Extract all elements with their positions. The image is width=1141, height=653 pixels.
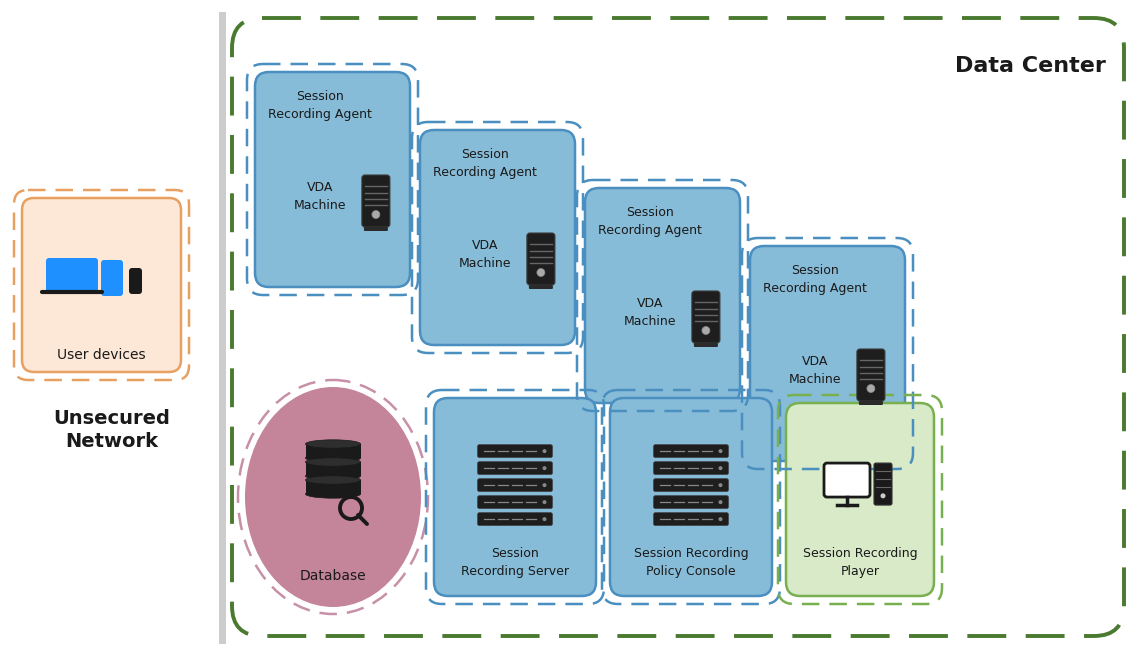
Circle shape bbox=[542, 483, 547, 487]
FancyBboxPatch shape bbox=[364, 227, 388, 231]
Text: Session
Recording Agent: Session Recording Agent bbox=[268, 90, 372, 121]
Ellipse shape bbox=[306, 454, 361, 462]
Text: Session
Recording Server: Session Recording Server bbox=[461, 547, 569, 578]
FancyBboxPatch shape bbox=[46, 258, 98, 292]
FancyBboxPatch shape bbox=[420, 130, 575, 345]
Bar bbox=[306, 480, 361, 494]
FancyBboxPatch shape bbox=[691, 291, 720, 343]
FancyBboxPatch shape bbox=[750, 246, 905, 461]
Circle shape bbox=[719, 466, 722, 470]
Text: Data Center: Data Center bbox=[955, 56, 1106, 76]
Ellipse shape bbox=[306, 440, 361, 448]
FancyBboxPatch shape bbox=[477, 513, 552, 526]
FancyBboxPatch shape bbox=[477, 462, 552, 475]
FancyBboxPatch shape bbox=[694, 343, 718, 347]
Circle shape bbox=[867, 385, 875, 392]
Text: Session
Recording Agent: Session Recording Agent bbox=[434, 148, 537, 179]
Bar bbox=[306, 462, 361, 476]
Circle shape bbox=[542, 449, 547, 453]
Text: Unsecured
Network: Unsecured Network bbox=[54, 409, 170, 451]
FancyBboxPatch shape bbox=[102, 260, 123, 296]
Circle shape bbox=[542, 466, 547, 470]
Circle shape bbox=[719, 500, 722, 504]
FancyBboxPatch shape bbox=[477, 445, 552, 458]
FancyBboxPatch shape bbox=[654, 445, 728, 458]
FancyBboxPatch shape bbox=[859, 401, 883, 405]
Circle shape bbox=[719, 517, 722, 521]
FancyBboxPatch shape bbox=[529, 285, 553, 289]
FancyBboxPatch shape bbox=[585, 188, 741, 403]
Text: VDA
Machine: VDA Machine bbox=[788, 355, 841, 386]
FancyBboxPatch shape bbox=[22, 198, 181, 372]
Ellipse shape bbox=[306, 476, 361, 485]
FancyBboxPatch shape bbox=[527, 233, 555, 285]
Circle shape bbox=[372, 210, 380, 219]
Circle shape bbox=[542, 517, 547, 521]
Text: Session Recording
Player: Session Recording Player bbox=[802, 547, 917, 578]
Circle shape bbox=[542, 500, 547, 504]
FancyBboxPatch shape bbox=[477, 496, 552, 509]
FancyBboxPatch shape bbox=[477, 479, 552, 492]
FancyBboxPatch shape bbox=[254, 72, 410, 287]
FancyBboxPatch shape bbox=[857, 349, 885, 401]
Circle shape bbox=[719, 449, 722, 453]
Text: Database: Database bbox=[300, 569, 366, 583]
FancyBboxPatch shape bbox=[362, 175, 390, 227]
FancyBboxPatch shape bbox=[654, 479, 728, 492]
Text: Session Recording
Policy Console: Session Recording Policy Console bbox=[633, 547, 748, 578]
Text: User devices: User devices bbox=[57, 348, 146, 362]
Text: VDA
Machine: VDA Machine bbox=[624, 297, 677, 328]
FancyBboxPatch shape bbox=[824, 463, 869, 497]
Text: Session
Recording Agent: Session Recording Agent bbox=[598, 206, 702, 237]
FancyBboxPatch shape bbox=[129, 268, 141, 294]
FancyBboxPatch shape bbox=[610, 398, 772, 596]
Circle shape bbox=[702, 326, 710, 334]
FancyBboxPatch shape bbox=[654, 496, 728, 509]
Bar bbox=[306, 444, 361, 458]
Text: VDA
Machine: VDA Machine bbox=[294, 181, 347, 212]
Ellipse shape bbox=[306, 472, 361, 480]
Ellipse shape bbox=[245, 387, 421, 607]
Ellipse shape bbox=[306, 490, 361, 498]
Circle shape bbox=[537, 268, 545, 276]
FancyBboxPatch shape bbox=[654, 462, 728, 475]
Circle shape bbox=[719, 483, 722, 487]
Circle shape bbox=[881, 493, 885, 498]
FancyBboxPatch shape bbox=[874, 463, 892, 505]
FancyBboxPatch shape bbox=[434, 398, 596, 596]
Ellipse shape bbox=[306, 458, 361, 466]
Text: VDA
Machine: VDA Machine bbox=[459, 239, 511, 270]
Text: Session
Recording Agent: Session Recording Agent bbox=[763, 264, 867, 295]
FancyBboxPatch shape bbox=[654, 513, 728, 526]
FancyBboxPatch shape bbox=[786, 403, 934, 596]
